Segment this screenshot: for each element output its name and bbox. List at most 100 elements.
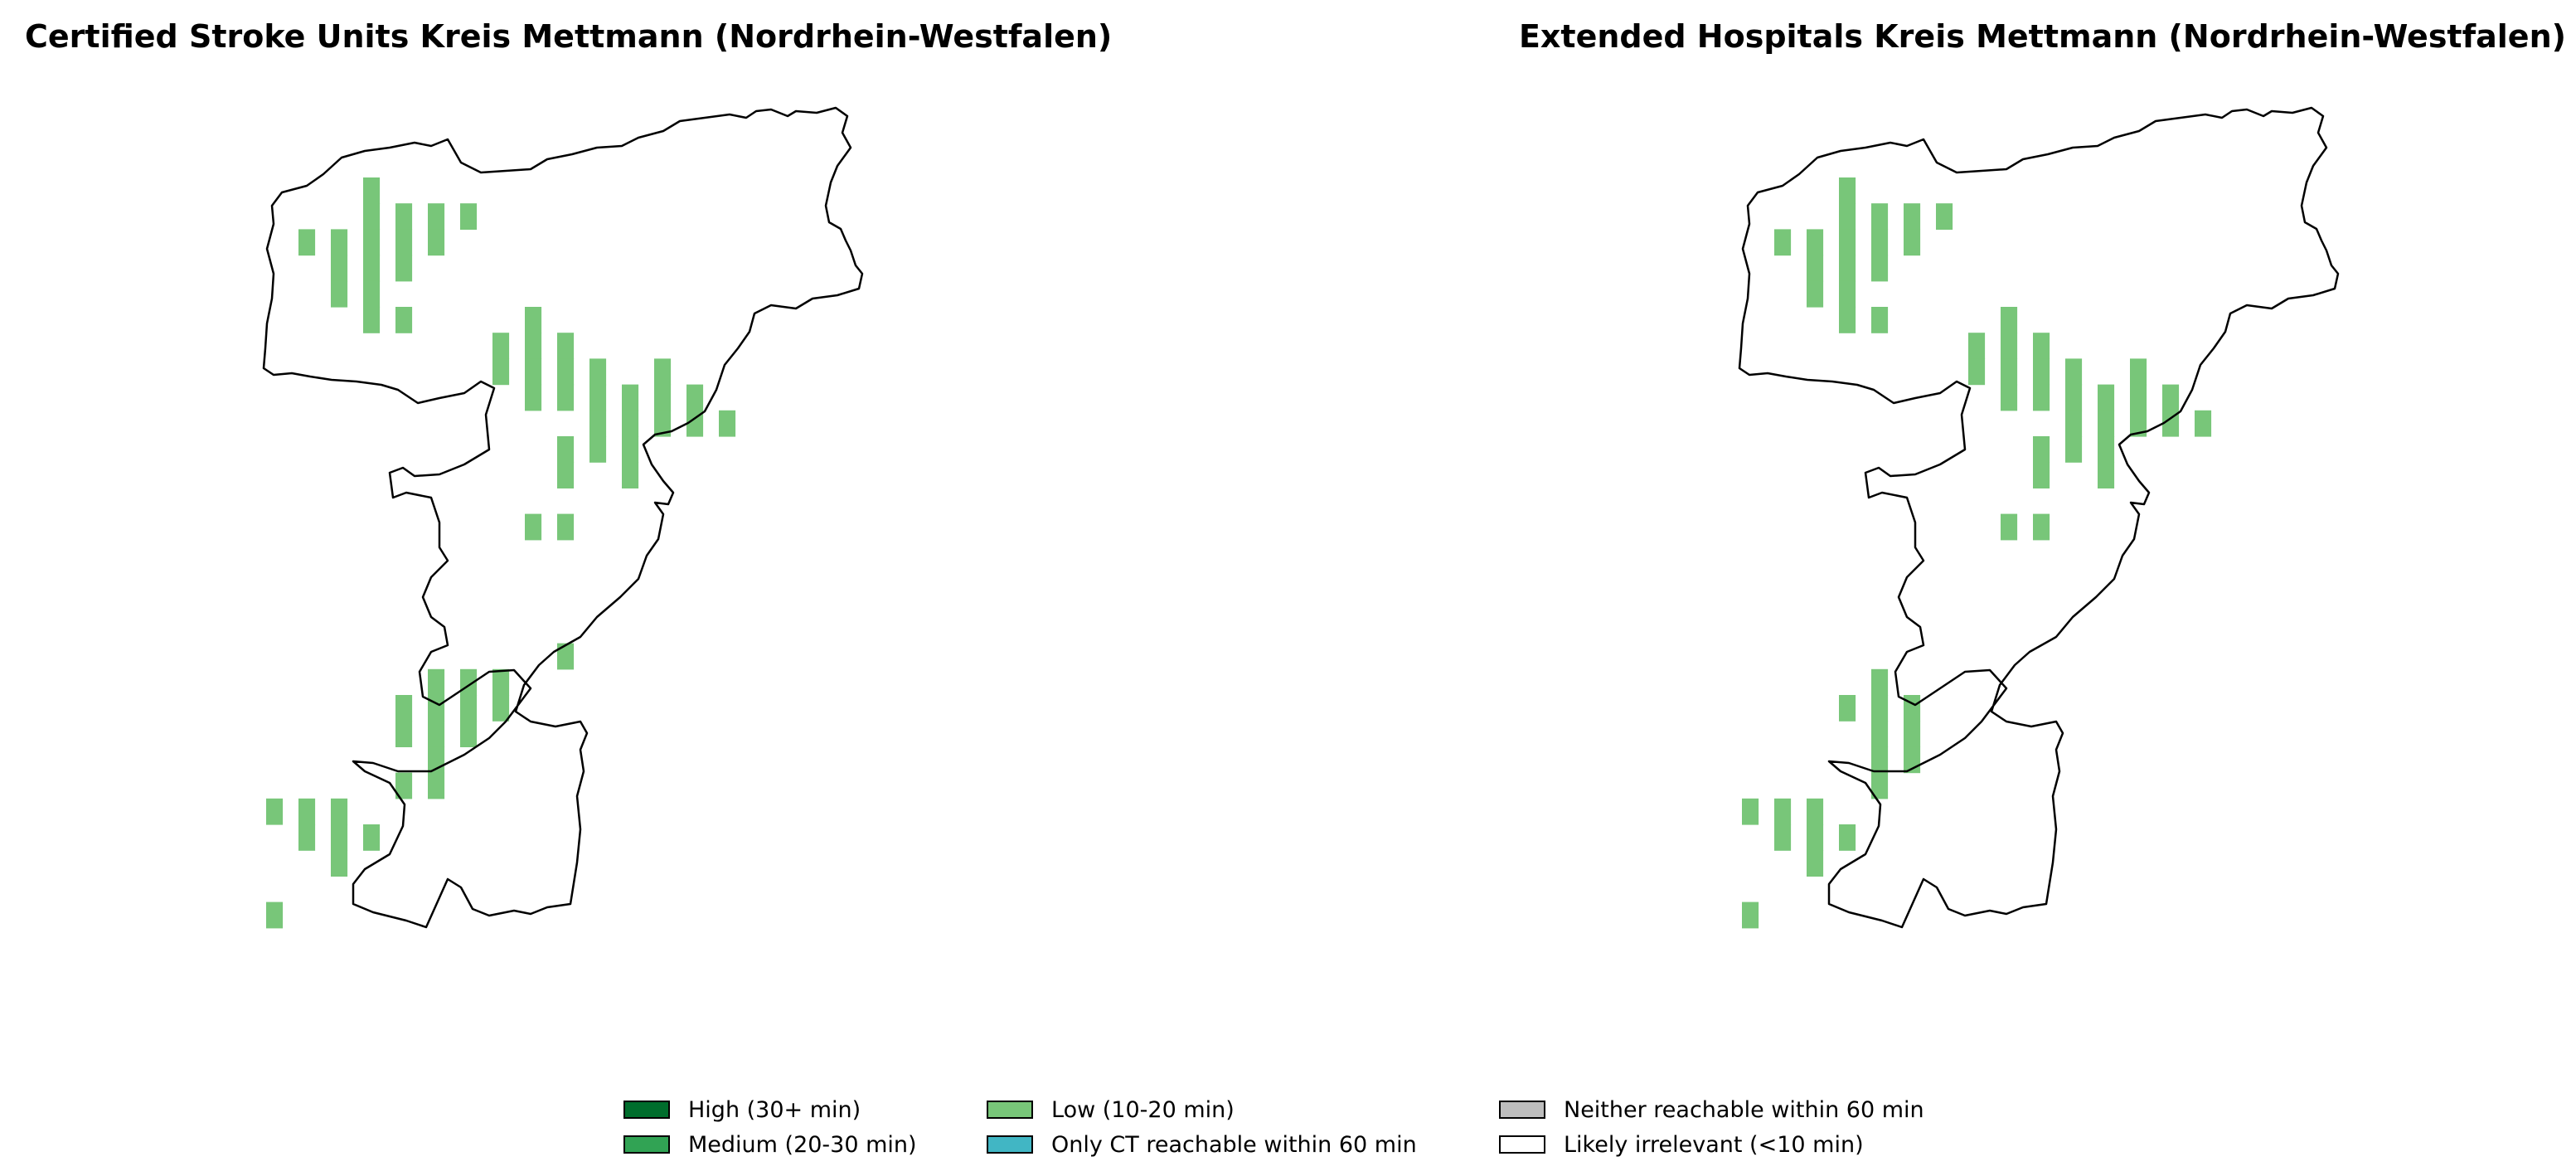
grid-cell-low (525, 384, 542, 411)
grid-cell-low (2098, 384, 2115, 411)
grid-cell-low (1871, 721, 1889, 747)
grid-cell-low (460, 695, 478, 722)
grid-cell-low (557, 643, 575, 670)
map-extended-hospitals (1738, 106, 2340, 929)
grid-cell-low (557, 358, 575, 386)
grid-cell-low (2065, 358, 2083, 386)
grid-cell-low (1742, 798, 1759, 825)
district-boundary (1738, 106, 2340, 929)
grid-cell-low (266, 798, 284, 825)
legend-swatch-only-ct (987, 1135, 1033, 1154)
grid-cell-low (719, 410, 736, 437)
grid-cell-low (298, 824, 316, 851)
grid-cell-low (1871, 668, 1889, 696)
grid-cell-low (1904, 203, 1921, 230)
grid-cell-low (2033, 333, 2050, 359)
legend-label-only-ct: Only CT reachable within 60 min (1051, 1131, 1417, 1158)
grid-cell-low (363, 203, 381, 230)
grid-cell-low (2001, 333, 2018, 359)
grid-cell-low (2033, 513, 2050, 541)
grid-cell-low (2001, 513, 2018, 541)
legend-item-medium: Medium (20-30 min) (623, 1130, 917, 1159)
grid-cell-low (2065, 384, 2083, 411)
grid-cell-low (1807, 229, 1824, 256)
legend-item-neither: Neither reachable within 60 min (1499, 1095, 1924, 1125)
grid-cell-low (298, 229, 316, 256)
grid-cell-low (395, 695, 413, 722)
grid-cell-low (622, 462, 639, 488)
legend-item-high: High (30+ min) (623, 1095, 861, 1125)
grid-cell-low (2033, 436, 2050, 463)
grid-cell-low (1968, 358, 1986, 386)
grid-cell-low (395, 255, 413, 282)
legend-item-only-ct: Only CT reachable within 60 min (987, 1130, 1417, 1159)
grid-cell-low (395, 203, 413, 230)
grid-cell-low (2065, 410, 2083, 437)
grid-cell-low (622, 410, 639, 437)
grid-cell-low (557, 384, 575, 411)
grid-cell-low (622, 384, 639, 411)
grid-cell-low (1807, 255, 1824, 282)
map-title-extended: Extended Hospitals Kreis Mettmann (Nordr… (1518, 18, 2566, 55)
legend-label-medium: Medium (20-30 min) (688, 1131, 917, 1158)
grid-cell-low (2130, 384, 2147, 411)
grid-cell-low (686, 410, 704, 437)
grid-cell-low (266, 901, 284, 929)
grid-cell-low (589, 436, 607, 463)
grid-cell-low (298, 798, 316, 825)
legend-swatch-neither (1499, 1101, 1545, 1119)
grid-cell-low (525, 333, 542, 359)
grid-cell-low (363, 177, 381, 204)
grid-cell-low (1774, 229, 1792, 256)
grid-cell-low (557, 333, 575, 359)
grid-cell-low (686, 384, 704, 411)
grid-cell-low (1839, 307, 1856, 333)
grid-cell-low (1871, 746, 1889, 774)
grid-cell-low (492, 333, 510, 359)
legend-label-low: Low (10-20 min) (1051, 1096, 1235, 1123)
grid-cell-low (2001, 358, 2018, 386)
grid-cell-low (1839, 695, 1856, 722)
grid-cell-low (2001, 384, 2018, 411)
grid-cell-low (1807, 280, 1824, 308)
grid-cell-low (2195, 410, 2212, 437)
grid-cell-low (460, 721, 478, 747)
grid-cell-low (2065, 436, 2083, 463)
legend-swatch-medium (623, 1135, 670, 1154)
grid-cell-low (428, 203, 445, 230)
grid-cell-low (395, 229, 413, 256)
grid-cell-low (1871, 307, 1889, 333)
grid-cell-low (589, 384, 607, 411)
grid-cell-low (428, 721, 445, 747)
grid-cell-low (1871, 203, 1889, 230)
grid-cell-low (428, 695, 445, 722)
grid-cell-low (1839, 255, 1856, 282)
grid-cell-low (2098, 462, 2115, 488)
grid-cell-low (1936, 203, 1953, 230)
grid-cell-low (2162, 410, 2180, 437)
grid-cell-low (1742, 901, 1759, 929)
legend-item-low: Low (10-20 min) (987, 1095, 1235, 1125)
grid-cell-low (2162, 384, 2180, 411)
grid-cell-low (428, 772, 445, 799)
legend-swatch-high (623, 1101, 670, 1119)
grid-cell-low (492, 358, 510, 386)
grid-cell-low (1839, 229, 1856, 256)
grid-cell-low (2033, 462, 2050, 488)
reachability-grid (266, 177, 736, 929)
grid-cell-low (2033, 358, 2050, 386)
grid-cell-low (654, 410, 672, 437)
grid-cell-low (428, 229, 445, 256)
grid-cell-low (589, 410, 607, 437)
grid-cell-low (525, 307, 542, 333)
grid-cell-low (363, 280, 381, 308)
legend-item-irrelevant: Likely irrelevant (<10 min) (1499, 1130, 1864, 1159)
grid-cell-low (1968, 333, 1986, 359)
map-title-certified: Certified Stroke Units Kreis Mettmann (N… (25, 18, 1113, 55)
grid-cell-low (1807, 824, 1824, 851)
grid-cell-low (1871, 772, 1889, 799)
grid-cell-low (395, 721, 413, 747)
grid-cell-low (654, 384, 672, 411)
grid-cell-low (589, 358, 607, 386)
